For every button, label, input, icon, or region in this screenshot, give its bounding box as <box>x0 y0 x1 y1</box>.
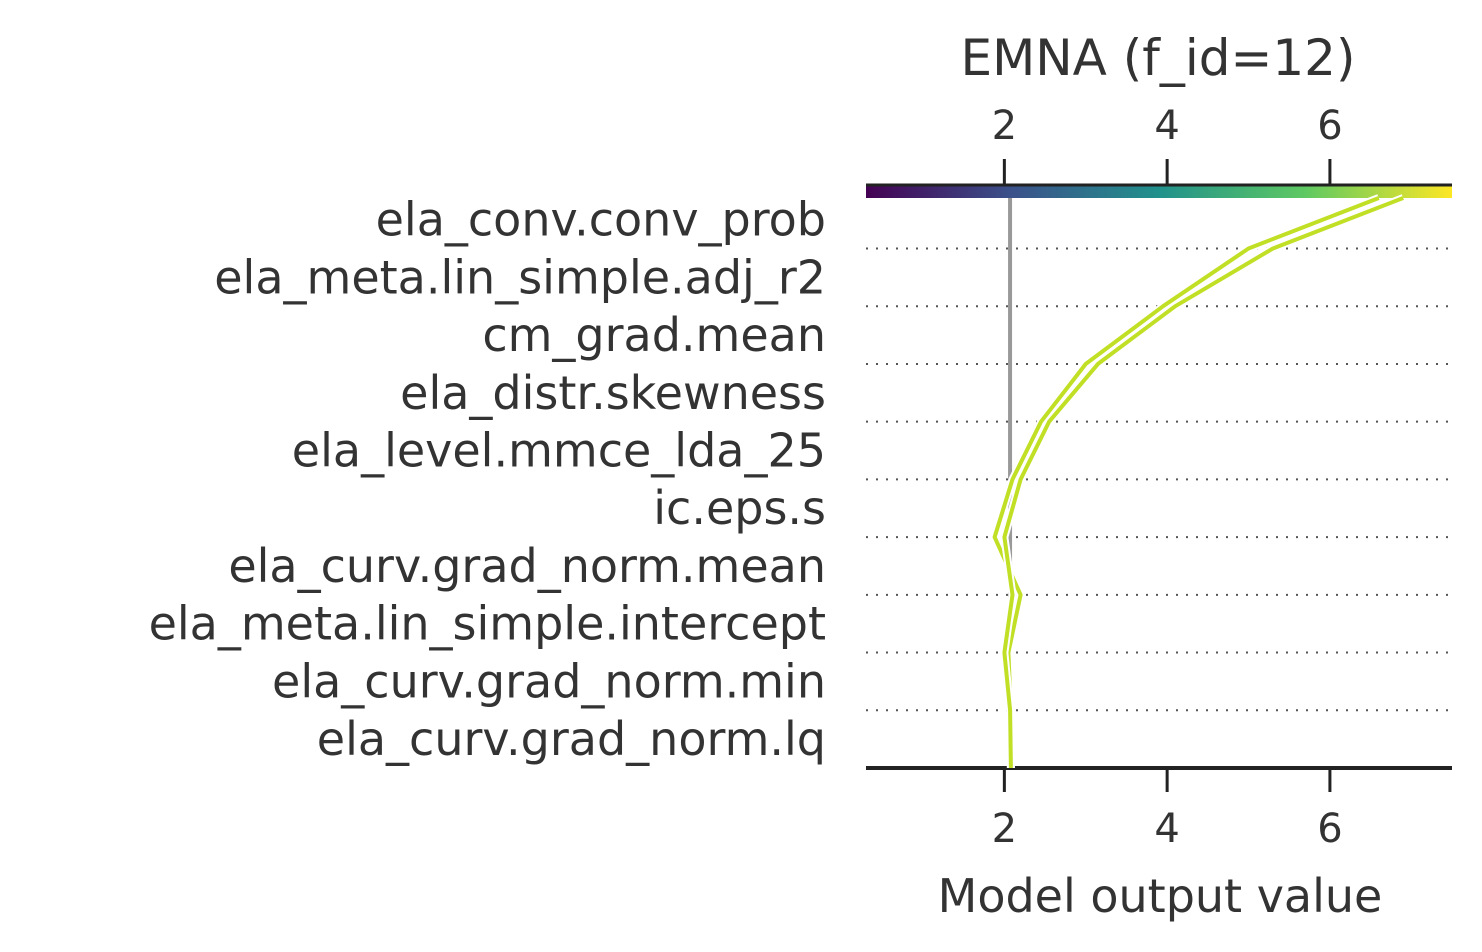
feature-label: ela_meta.lin_simple.adj_r2 <box>214 250 826 304</box>
feature-label: ic.eps.s <box>653 481 826 535</box>
colorbar-strip <box>866 185 1452 198</box>
feature-label: cm_grad.mean <box>482 308 826 362</box>
decision-line <box>992 196 1380 768</box>
feature-label: ela_level.mmce_lda_25 <box>292 424 826 478</box>
bottom-tick-label: 6 <box>1317 806 1342 852</box>
feature-label: ela_curv.grad_norm.mean <box>228 539 826 593</box>
axes: 2 2 4 4 6 6 <box>866 103 1452 852</box>
feature-label: ela_curv.grad_norm.lq <box>317 712 826 766</box>
top-tick-label: 6 <box>1317 103 1342 149</box>
decision-line-outline <box>990 194 1381 768</box>
top-tick-label: 4 <box>1154 103 1179 149</box>
feature-label: ela_meta.lin_simple.intercept <box>149 597 826 651</box>
chart-title: EMNA (f_id=12) <box>961 29 1356 87</box>
colorbar <box>866 185 1452 198</box>
feature-label: ela_distr.skewness <box>400 366 826 420</box>
feature-label: ela_conv.conv_prob <box>376 193 826 247</box>
top-tick-label: 2 <box>992 103 1017 149</box>
decision-line <box>1002 196 1404 769</box>
bottom-tick-label: 2 <box>992 806 1017 852</box>
feature-label: ela_curv.grad_norm.min <box>272 654 826 708</box>
decision-lines <box>990 194 1405 769</box>
bottom-tick-label: 4 <box>1154 806 1179 852</box>
x-axis-label: Model output value <box>938 869 1383 923</box>
feature-labels: ela_curv.grad_norm.lqela_curv.grad_norm.… <box>149 193 826 767</box>
